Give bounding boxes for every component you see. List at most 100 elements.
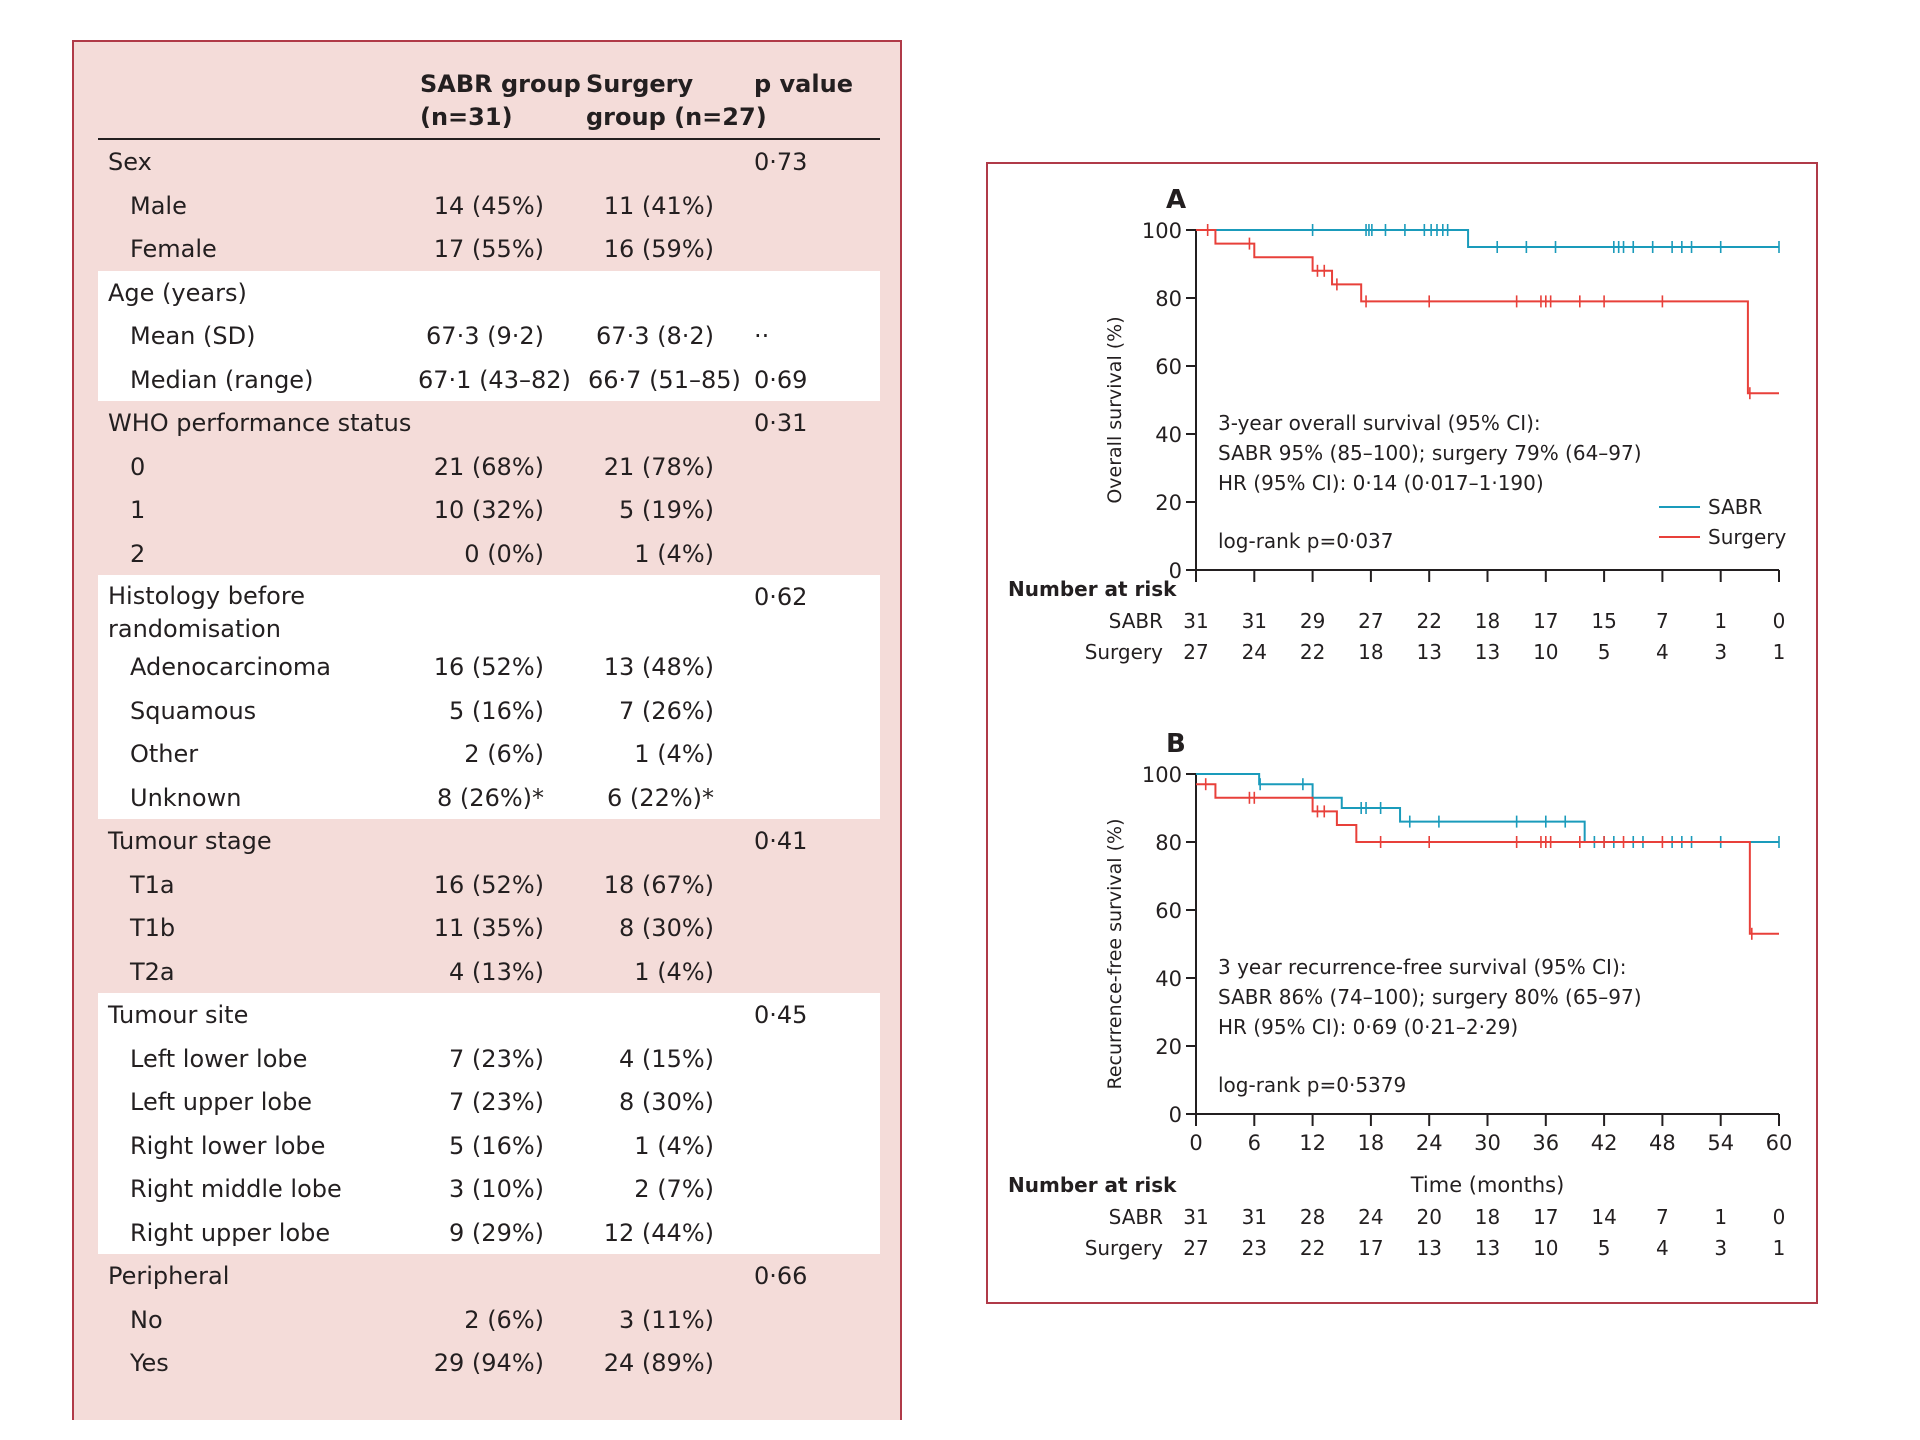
risk-value: 31 — [1183, 1205, 1208, 1229]
sabr-value: 29 (94%) — [433, 1349, 544, 1377]
surgery-value: 12 (44%) — [603, 1218, 714, 1247]
y-tick-label: 60 — [1155, 355, 1182, 379]
y-tick-label: 0 — [1169, 1103, 1182, 1127]
surgery-value: 21 (78%) — [603, 452, 714, 481]
table-row: Right upper lobe 9 (29%) 12 (44%) — [98, 1211, 880, 1255]
sabr-value: 16 (52%) — [433, 870, 544, 899]
sabr-value: 7 (23%) — [449, 1088, 544, 1116]
sabr-value: 11 (35%) — [433, 914, 544, 942]
sabr-header-line1: SABR group — [420, 70, 581, 98]
number-at-risk-title: Number at risk — [1008, 1173, 1177, 1197]
risk-value: 1 — [1714, 1205, 1727, 1229]
row-label: Median (range) — [130, 365, 314, 394]
sabr-value: 0 (0%) — [464, 539, 544, 568]
risk-value: 20 — [1416, 1205, 1441, 1229]
table-row: T1a 16 (52%) 18 (67%) — [98, 863, 880, 907]
sabr-value: 21 (68%) — [433, 452, 544, 481]
section-title: Age (years) — [108, 279, 247, 307]
section-title-row: Histology before randomisation 0·62 — [98, 575, 880, 645]
surgery-value: 4 (15%) — [619, 1044, 714, 1073]
section-p-value: 0·66 — [754, 1262, 808, 1290]
risk-value: 23 — [1242, 1236, 1267, 1260]
y-tick-label: 80 — [1155, 831, 1182, 855]
row-label: T1b — [130, 914, 176, 942]
x-tick-label: 12 — [1299, 1131, 1326, 1155]
section-title-line: Histology before — [108, 582, 305, 610]
risk-value: 31 — [1242, 609, 1267, 633]
table-row: T2a 4 (13%) 1 (4%) — [98, 950, 880, 994]
section-title-row: Tumour site 0·45 — [98, 993, 880, 1037]
sabr-value: 7 (23%) — [449, 1044, 544, 1073]
surgery-value: 8 (30%) — [619, 1088, 714, 1116]
annotation-text: SABR 95% (85–100); surgery 79% (64–97) — [1218, 441, 1642, 465]
section-title-line: Tumour site — [108, 1001, 249, 1029]
surgery-value: 67·3 (8·2) — [596, 322, 714, 350]
section-title: Tumour site — [108, 1001, 248, 1029]
sabr-value: 2 (6%) — [464, 1305, 544, 1334]
risk-value: 27 — [1183, 1236, 1208, 1260]
surgery-value: 2 (7%) — [634, 1175, 714, 1203]
sabr-value: 4 (13%) — [449, 957, 544, 986]
surgery-value: 18 (67%) — [603, 870, 714, 899]
section-title-line: Age (years) — [108, 278, 247, 307]
table-section: Age (years) Mean (SD) 67·3 (9·2) 67·3 (8·2)… — [98, 270, 880, 402]
table-row: 2 0 (0%) 1 (4%) — [98, 532, 880, 576]
table-row: 1 10 (32%) 5 (19%) — [98, 488, 880, 532]
risk-value: 27 — [1183, 640, 1208, 664]
table-row: 0 21 (68%) 21 (78%) — [98, 445, 880, 489]
row-label: Left upper lobe — [130, 1088, 313, 1116]
surgery-value: 11 (41%) — [603, 191, 714, 220]
risk-value: 1 — [1773, 640, 1786, 664]
table-row: Adenocarcinoma 16 (52%) 13 (48%) — [98, 645, 880, 689]
table-row: No 2 (6%) 3 (11%) — [98, 1298, 880, 1342]
surgery-column-header: Surgery group (n=27) — [586, 68, 767, 134]
row-label: Squamous — [130, 696, 257, 725]
table-section: Peripheral 0·66 No 2 (6%) 3 (11%) Yes 29 (94%)… — [98, 1254, 880, 1385]
x-tick-label: 18 — [1358, 1131, 1385, 1155]
sabr-value: 67·3 (9·2) — [426, 322, 544, 350]
surgery-value: 5 (19%) — [619, 496, 714, 524]
section-title: WHO performance status — [108, 409, 411, 437]
risk-value: 13 — [1416, 1236, 1441, 1260]
risk-value: 0 — [1773, 609, 1786, 633]
risk-value: 24 — [1242, 640, 1267, 664]
x-tick-label: 48 — [1649, 1131, 1676, 1155]
sabr-value: 8 (26%)* — [437, 783, 544, 812]
panel-label: B — [1166, 729, 1186, 759]
y-tick-label: 40 — [1155, 423, 1182, 447]
sabr-value: 9 (29%) — [449, 1218, 544, 1247]
sabr-value: 67·1 (43–82) — [418, 365, 571, 394]
row-label: Left lower lobe — [130, 1044, 308, 1073]
table-header: SABR group (n=31) Surgery group (n=27) p… — [98, 58, 880, 140]
x-tick-label: 36 — [1532, 1131, 1559, 1155]
surgery-value: 6 (22%)* — [607, 783, 714, 812]
y-axis-label: Overall survival (%) — [1104, 316, 1126, 503]
risk-value: 5 — [1598, 1236, 1611, 1260]
y-tick-label: 40 — [1155, 967, 1182, 991]
surgery-value: 1 (4%) — [634, 957, 714, 986]
table-row: Median (range) 67·1 (43–82) 66·7 (51–85) 0·… — [98, 358, 880, 402]
risk-value: 22 — [1416, 609, 1441, 633]
log-rank-text: log-rank p=0·5379 — [1218, 1073, 1406, 1097]
y-tick-label: 60 — [1155, 899, 1182, 923]
legend-label: SABR — [1708, 495, 1762, 519]
row-label: Right upper lobe — [130, 1218, 331, 1247]
section-title: Histology before randomisation — [108, 580, 305, 646]
table-section: Tumour site 0·45 Left lower lobe 7 (23%) 4 (… — [98, 993, 880, 1254]
risk-value: 18 — [1475, 1205, 1500, 1229]
y-tick-label: 0 — [1169, 559, 1182, 583]
surgery-value: 1 (4%) — [634, 1131, 714, 1160]
section-p-value: 0·62 — [754, 583, 808, 611]
section-title-row: Tumour stage 0·41 — [98, 819, 880, 863]
row-label: Right lower lobe — [130, 1131, 326, 1160]
section-title-row: Peripheral 0·66 — [98, 1254, 880, 1298]
surgery-value: 3 (11%) — [619, 1305, 714, 1334]
section-title-row: WHO performance status 0·31 — [98, 401, 880, 445]
surgery-value: 13 (48%) — [603, 653, 714, 681]
table-row: Left upper lobe 7 (23%) 8 (30%) — [98, 1080, 880, 1124]
legend-label: Surgery — [1708, 525, 1786, 549]
sabr-value: 5 (16%) — [449, 696, 544, 725]
risk-value: 14 — [1591, 1205, 1616, 1229]
table-row: Other 2 (6%) 1 (4%) — [98, 732, 880, 776]
y-tick-label: 100 — [1142, 763, 1182, 787]
